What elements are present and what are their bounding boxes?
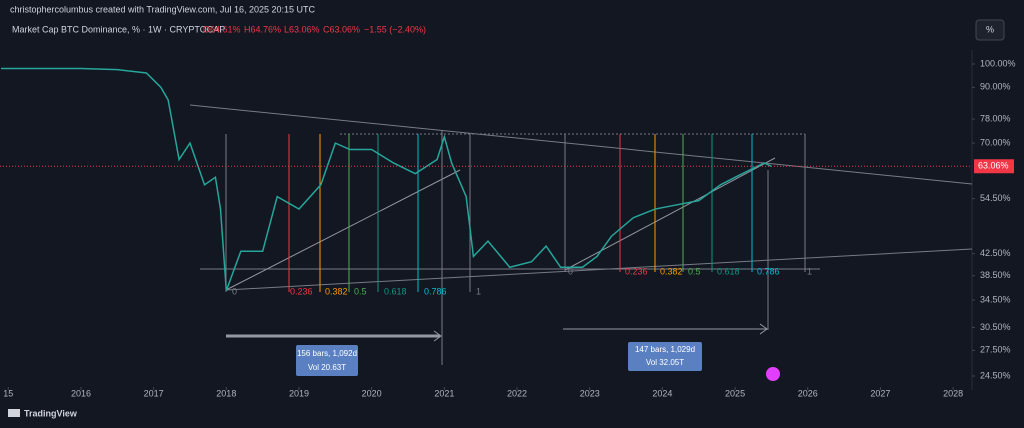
- measure-box: [628, 342, 702, 371]
- scale-button[interactable]: [975, 19, 1005, 41]
- fib-label: 0.382: [660, 266, 683, 276]
- y-tick-label: 100.00%: [980, 58, 1016, 68]
- arrow-head: [759, 323, 768, 335]
- y-tick-label: 90.00%: [980, 82, 1011, 92]
- fib-label: 1: [807, 266, 812, 276]
- x-tick-label: 2023: [580, 388, 600, 398]
- x-tick-label: 2021: [434, 388, 454, 398]
- fib-label: 0.786: [424, 286, 447, 296]
- y-tick-label: 24.50%: [980, 370, 1011, 380]
- fib-label: 0.786: [757, 266, 780, 276]
- y-tick-label: 54.50%: [980, 193, 1011, 203]
- open: O64.61%: [203, 24, 241, 34]
- last-price-box: [974, 159, 1014, 174]
- last-price-label: 63.06%: [978, 161, 1009, 171]
- trend-line: [189, 104, 973, 185]
- y-tick-label: 78.00%: [980, 113, 1011, 123]
- fib-label: 0.236: [290, 286, 313, 296]
- y-tick-label: 42.50%: [980, 248, 1011, 258]
- x-tick-label: 2020: [362, 388, 382, 398]
- x-tick-label: 2019: [289, 388, 309, 398]
- measure-text: 147 bars, 1,029d: [635, 345, 695, 354]
- scale-button-label[interactable]: %: [986, 24, 994, 34]
- event-icon[interactable]: [766, 367, 780, 381]
- fib-trend: [225, 169, 461, 291]
- x-tick-label: 2018: [216, 388, 236, 398]
- drawings: [189, 104, 973, 365]
- logo-icon: [8, 409, 20, 417]
- y-tick-label: 38.50%: [980, 270, 1011, 280]
- trend-line: [225, 248, 973, 291]
- fib-label: 0.618: [717, 266, 740, 276]
- measure-text: Vol 32.05T: [646, 358, 684, 367]
- fib-label: 0.618: [384, 286, 407, 296]
- x-tick-label: 15: [3, 388, 13, 398]
- credit: christophercolumbus created with Trading…: [10, 4, 315, 14]
- close: C63.06%: [323, 24, 360, 34]
- x-tick-label: 2024: [652, 388, 672, 398]
- logo: TradingView: [24, 408, 78, 418]
- y-tick-label: 27.50%: [980, 345, 1011, 355]
- measure-box: [296, 345, 358, 376]
- fib-label: 0.5: [688, 266, 701, 276]
- fib-label: 0.382: [325, 286, 348, 296]
- high: H64.76%: [244, 24, 281, 34]
- y-tick-label: 34.50%: [980, 294, 1011, 304]
- x-tick-label: 2025: [725, 388, 745, 398]
- fib-label: 0.236: [625, 266, 648, 276]
- x-tick-label: 2027: [870, 388, 890, 398]
- fib-label: 0: [232, 286, 237, 296]
- x-tick-label: 2016: [71, 388, 91, 398]
- change: −1.55 (−2.40%): [364, 24, 426, 34]
- x-tick-label: 2026: [798, 388, 818, 398]
- x-tick-label: 2028: [943, 388, 963, 398]
- measure-text: Vol 20.63T: [308, 363, 346, 372]
- low: L63.06%: [284, 24, 320, 34]
- y-tick-label: 30.50%: [980, 322, 1011, 332]
- measure-text: 156 bars, 1,092d: [297, 349, 357, 358]
- arrow-head: [433, 330, 442, 342]
- y-tick-label: 70.00%: [980, 137, 1011, 147]
- fib-label: 1: [476, 286, 481, 296]
- x-tick-label: 2017: [144, 388, 164, 398]
- x-tick-label: 2022: [507, 388, 527, 398]
- symbol: Market Cap BTC Dominance, % · 1W · CRYPT…: [12, 24, 225, 34]
- fib-label: 0: [568, 266, 573, 276]
- fib-label: 0.5: [354, 286, 367, 296]
